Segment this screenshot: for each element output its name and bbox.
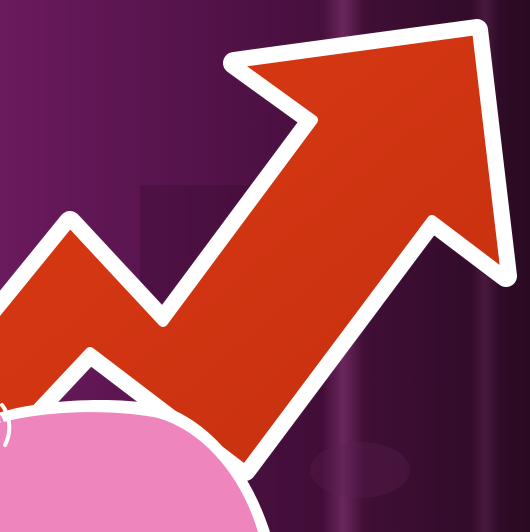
- pink-shape: [0, 412, 258, 532]
- background-figure: [310, 442, 410, 498]
- pink-shape-curl: [0, 403, 12, 447]
- pink-shape-curl-inner: [0, 414, 5, 444]
- upward-trend-arrow-icon: [0, 25, 511, 475]
